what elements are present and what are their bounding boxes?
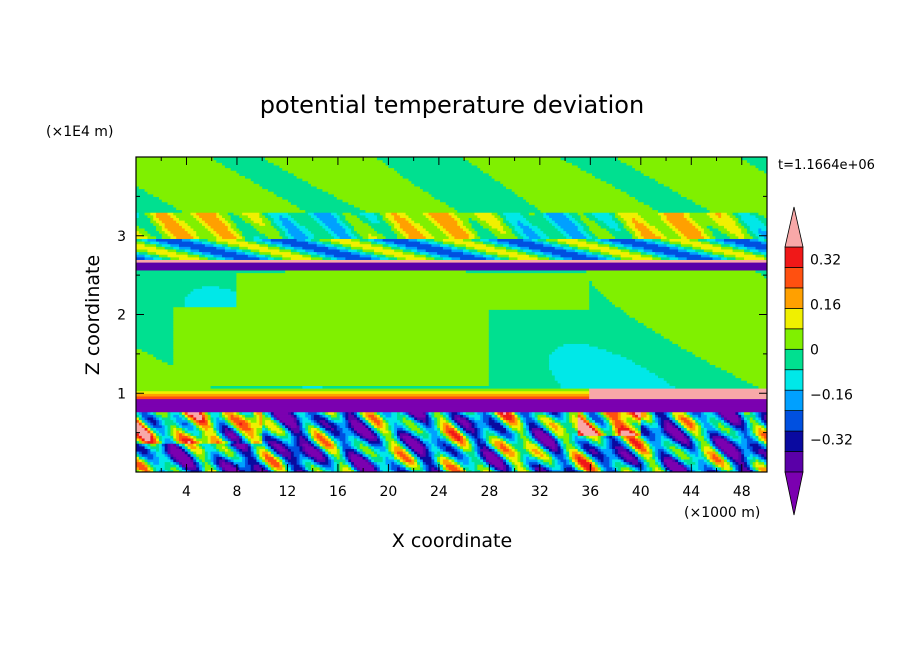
colorbar-label: −0.32 [810,432,853,448]
colorbar-bottom-arrow [784,471,804,516]
contour-field [136,157,767,472]
colorbar-label: 0 [810,342,819,358]
time-label: t=1.1664e+06 [778,158,875,173]
x-tick-label: 12 [279,484,297,500]
colorbar-bin [784,328,804,350]
colorbar: 0.32 0.16 0 −0.16 −0.32 [784,206,853,516]
colorbar-bin [784,267,804,289]
colorbar-bin [784,369,804,391]
x-tick-label: 20 [379,484,397,500]
chart-title: potential temperature deviation [260,91,644,119]
x-axis-label: X coordinate [392,530,512,552]
colorbar-bin [784,451,804,473]
y-tick-label: 1 [117,386,126,402]
colorbar-label: 0.32 [810,252,841,268]
colorbar-bin [784,348,804,371]
y-tick-label: 3 [117,229,126,245]
y-unit-label: (×1E4 m) [46,124,113,140]
colorbar-bin [784,389,804,411]
x-tick-label: 28 [480,484,498,500]
x-tick-label: 44 [682,484,700,500]
x-unit-label: (×1000 m) [684,505,760,521]
x-tick-label: 8 [232,484,241,500]
y-tick-label: 2 [117,308,126,324]
x-tick-label: 48 [733,484,751,500]
colorbar-label: −0.16 [810,387,853,403]
x-axis: 4 8 12 16 20 24 28 32 36 40 44 48 [160,157,751,500]
colorbar-bin [784,246,804,268]
x-tick-label: 24 [430,484,448,500]
x-tick-label: 36 [581,484,599,500]
x-tick-label: 4 [182,484,191,500]
y-axis-label: Z coordinate [82,255,104,375]
colorbar-bin [784,308,804,330]
plot-area [135,156,768,473]
colorbar-bin [784,287,804,309]
colorbar-top-arrow [784,206,804,248]
x-tick-label: 16 [329,484,347,500]
x-tick-label: 40 [632,484,650,500]
colorbar-label: 0.16 [810,297,841,313]
x-tick-label: 32 [531,484,549,500]
colorbar-bin [784,410,804,432]
colorbar-bin [784,430,804,452]
y-axis: 1 2 3 [117,195,767,434]
